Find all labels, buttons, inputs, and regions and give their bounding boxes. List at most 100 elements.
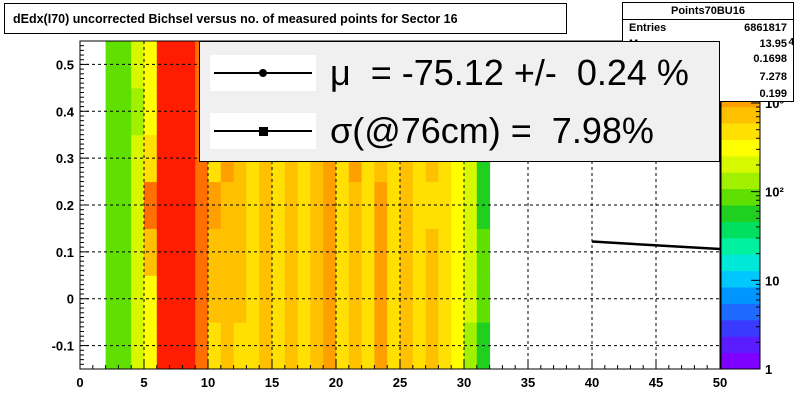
stats-value: 0.199 <box>759 88 787 100</box>
colorbar-tick-label: 10 <box>765 273 779 288</box>
colorbar-swatch <box>721 205 760 222</box>
stats-edge-mark: 4 <box>788 37 794 48</box>
heatmap-cell <box>451 322 465 370</box>
colorbar-swatch <box>721 336 760 354</box>
heatmap-cell <box>220 181 235 229</box>
stats-value: 7.278 <box>759 71 787 83</box>
heatmap-cell <box>156 322 171 370</box>
colorbar-swatch <box>721 287 760 304</box>
fit-mu-text: μ = -75.12 +/- 0.24 % <box>330 52 689 93</box>
heatmap-cell <box>144 134 158 183</box>
x-tick-label: 35 <box>521 375 535 390</box>
heatmap-cell <box>425 322 439 370</box>
stats-label: Entries <box>629 22 667 34</box>
x-tick-label: 20 <box>329 375 343 390</box>
heatmap-cell <box>259 322 273 370</box>
chart-title: dEdx(I70) uncorrected Bichsel versus no.… <box>4 3 567 34</box>
colorbar-swatch <box>721 254 760 272</box>
stats-name: Points70BU16 <box>623 3 793 20</box>
stats-row: 0.199 <box>629 87 787 101</box>
heatmap-cell <box>144 322 158 370</box>
heatmap-cell <box>156 41 171 89</box>
x-tick-label: 10 <box>201 375 215 390</box>
heatmap-cell <box>348 181 363 229</box>
stats-row: 7.278 <box>629 70 787 84</box>
heatmap-cell <box>144 181 158 229</box>
stats-value: 13.95 <box>759 38 787 50</box>
y-tick-label: 0.4 <box>56 104 75 119</box>
heatmap-cell <box>220 228 235 276</box>
y-axis: -0.1 0 0.1 0.2 0.3 0.4 0.5 <box>52 40 89 370</box>
heatmap-cell <box>412 322 427 370</box>
colorbar-swatch <box>721 352 760 370</box>
colorbar-tick-label: 10² <box>765 185 784 200</box>
heatmap-cell <box>412 275 427 323</box>
y-tick-label: 0 <box>67 292 74 307</box>
heatmap-cell <box>156 87 171 136</box>
heatmap-cell <box>220 275 235 323</box>
colorbar-swatch <box>721 172 760 190</box>
heatmap-cell <box>259 228 273 276</box>
colorbar-swatch <box>721 106 760 124</box>
heatmap-cell <box>259 275 273 323</box>
stats-value: 6861817 <box>744 22 787 34</box>
heatmap-cell <box>323 228 337 276</box>
heatmap-cell <box>233 322 247 370</box>
heatmap-cell <box>246 275 260 323</box>
heatmap-cell <box>131 228 145 276</box>
heatmap-cell <box>425 275 439 323</box>
x-tick-label: 15 <box>265 375 279 390</box>
heatmap-cell <box>131 275 145 323</box>
heatmap-cell <box>246 181 260 229</box>
colorbar-swatch <box>721 139 760 157</box>
colorbar-swatch <box>721 155 760 173</box>
heatmap-cell <box>412 228 427 276</box>
colorbar-swatch <box>721 319 760 337</box>
heatmap-cell <box>348 228 363 276</box>
stats-row: Entries 6861817 <box>629 21 787 35</box>
heatmap-cell <box>156 228 171 276</box>
heatmap-cell <box>438 181 452 229</box>
heatmap-cell <box>131 322 145 370</box>
x-axis: 0 5 10 15 20 25 30 35 40 45 50 <box>76 360 727 390</box>
heatmap-cell <box>131 181 145 229</box>
heatmap-cell <box>233 228 247 276</box>
fit-line <box>591 240 721 251</box>
heatmap-cell <box>323 181 337 229</box>
heatmap-cell <box>246 228 260 276</box>
heatmap-cell <box>144 41 158 89</box>
heatmap-cell <box>336 275 350 323</box>
heatmap-cell <box>348 322 363 370</box>
x-tick-label: 40 <box>585 375 599 390</box>
heatmap-cell <box>425 228 439 276</box>
colorbar-swatch <box>721 270 760 288</box>
heatmap-cell <box>259 181 273 229</box>
heatmap-cell <box>156 134 171 183</box>
heatmap-cell <box>348 275 363 323</box>
heatmap-cell <box>412 181 427 229</box>
heatmap-cell <box>144 87 158 136</box>
stats-value: 0.1698 <box>753 53 787 65</box>
heatmap-cell <box>438 275 452 323</box>
heatmap-cell <box>131 87 145 136</box>
heatmap-cell <box>156 181 171 229</box>
heatmap-cell <box>451 228 465 276</box>
fit-legend: μ = -75.12 +/- 0.24 % σ(@76cm) = 7.98% <box>199 41 720 162</box>
heatmap-cell <box>336 228 350 276</box>
heatmap-cell <box>310 322 324 370</box>
heatmap-cell <box>246 322 260 370</box>
colorbar-swatch <box>721 221 760 239</box>
x-tick-label: 5 <box>140 375 147 390</box>
fit-sigma-row: σ(@76cm) = 7.98% <box>210 106 654 156</box>
y-tick-label: -0.1 <box>52 339 74 354</box>
x-tick-label: 0 <box>76 375 83 390</box>
heatmap-cell <box>451 181 465 229</box>
heatmap-cell <box>438 228 452 276</box>
heatmap-cell <box>425 181 439 229</box>
heatmap-cell <box>451 275 465 323</box>
chart-title-text: dEdx(I70) uncorrected Bichsel versus no.… <box>13 11 458 26</box>
y-tick-label: 0.2 <box>56 198 74 213</box>
stats-row: 0.1698 <box>629 52 787 66</box>
heatmap-cell <box>310 275 324 323</box>
